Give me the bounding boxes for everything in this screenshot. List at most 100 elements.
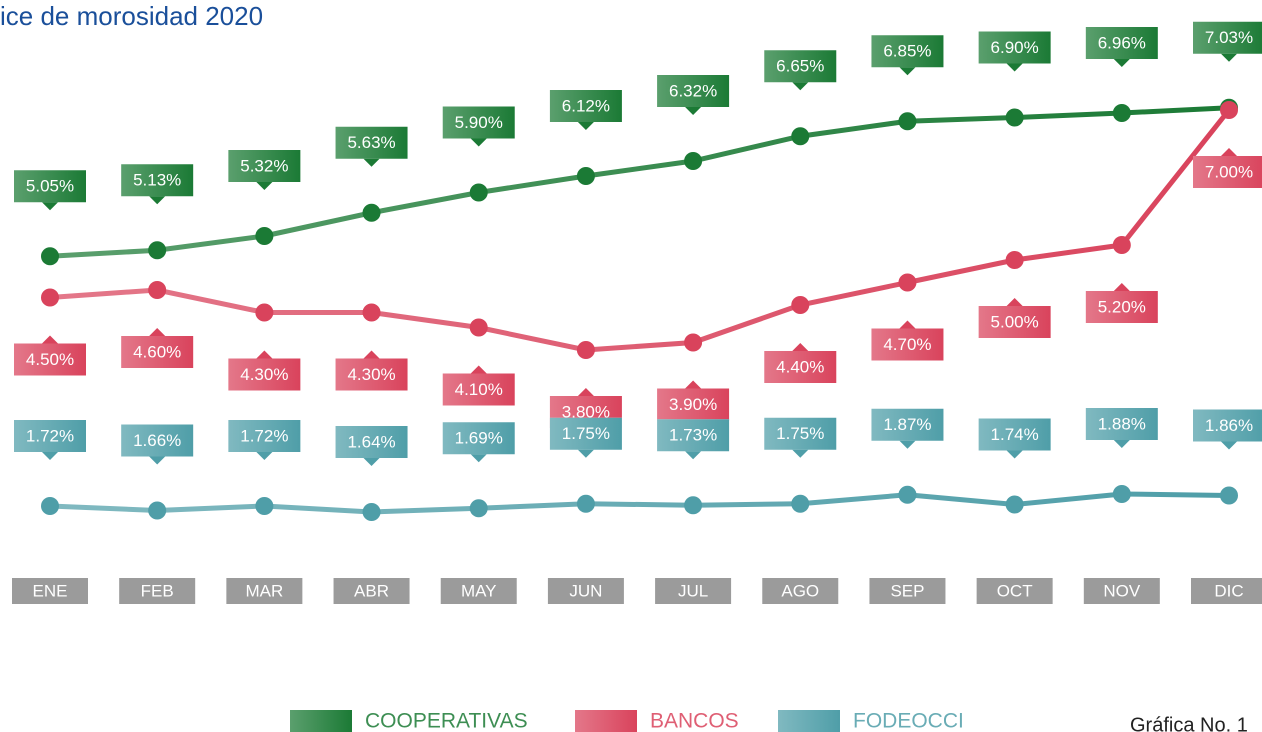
data-label: 5.13% (133, 171, 181, 190)
data-label: 6.65% (776, 57, 824, 76)
data-label-box: 6.12% (549, 90, 622, 130)
x-tick-box (869, 578, 946, 604)
x-tick-label: OCT (997, 581, 1033, 600)
data-label-box: 6.96% (1085, 27, 1158, 67)
data-label-box: 4.30% (335, 350, 408, 391)
data-label: 5.00% (991, 312, 1039, 331)
x-tick-label: MAR (245, 581, 283, 600)
x-tick-label: MAY (461, 581, 497, 600)
data-label: 5.32% (240, 156, 288, 175)
data-label-box: 1.73% (657, 419, 730, 460)
data-label-box: 1.72% (228, 420, 301, 460)
data-label: 1.74% (991, 425, 1039, 444)
legend-swatch (290, 710, 352, 732)
label-box (335, 426, 408, 458)
data-label-box: 4.70% (871, 320, 944, 361)
point (1112, 236, 1131, 254)
data-label-box: 5.90% (442, 106, 515, 147)
data-label: 1.72% (240, 426, 288, 445)
label-pointer (899, 320, 916, 329)
data-label-box: 5.32% (228, 150, 301, 190)
x-tick-label: AGO (781, 581, 819, 600)
data-label-box: 4.40% (764, 343, 837, 383)
data-label-box: 4.30% (228, 350, 301, 391)
label-box (1193, 156, 1262, 188)
point (791, 494, 810, 513)
label-box (121, 424, 194, 457)
data-label-box: 1.75% (764, 417, 837, 458)
point (1112, 104, 1131, 122)
data-label: 3.90% (669, 395, 717, 414)
data-label: 1.66% (133, 431, 181, 450)
data-label-box: 1.72% (14, 420, 86, 460)
label-pointer (1113, 440, 1130, 448)
label-pointer (1221, 148, 1237, 156)
label-pointer (577, 388, 594, 396)
data-label-box: 6.32% (657, 75, 730, 115)
data-label: 3.80% (562, 402, 610, 421)
data-label-box: 4.60% (121, 328, 194, 368)
x-tick-label: ENE (33, 581, 68, 600)
chart-title: ice de morosidad 2020 (0, 1, 263, 31)
label-box (657, 388, 730, 421)
label-pointer (470, 365, 487, 374)
point (1005, 108, 1024, 127)
point (684, 496, 703, 515)
point (41, 288, 59, 307)
point (469, 183, 488, 202)
label-box (657, 419, 730, 452)
point (469, 318, 488, 337)
point (41, 247, 59, 266)
label-pointer (685, 380, 702, 389)
x-tick-box (976, 578, 1053, 604)
data-label: 1.64% (347, 432, 395, 451)
data-label: 6.90% (991, 38, 1039, 57)
x-tick-box (1191, 578, 1262, 604)
label-box (978, 31, 1051, 64)
label-box (121, 164, 194, 197)
series-line (49, 491, 1230, 515)
label-pointer (577, 122, 594, 130)
data-label: 1.87% (883, 415, 931, 434)
data-label: 1.75% (562, 424, 610, 443)
label-pointer (363, 350, 380, 359)
x-tick-box (655, 578, 732, 604)
point (898, 112, 917, 131)
point (41, 497, 59, 515)
data-label-box: 1.74% (978, 418, 1051, 459)
data-label: 1.75% (776, 424, 824, 443)
point (148, 241, 167, 260)
label-box (1193, 409, 1262, 442)
data-label: 1.72% (26, 426, 74, 445)
data-label: 4.70% (883, 335, 931, 354)
point (255, 303, 274, 322)
data-label-box: 4.50% (14, 335, 86, 376)
x-tick-box (12, 578, 88, 604)
legend-swatch (778, 710, 840, 732)
data-label-box: 5.63% (335, 126, 408, 167)
point (576, 494, 595, 513)
legend-label: COOPERATIVAS (365, 710, 528, 732)
data-label: 4.50% (26, 350, 74, 369)
data-label-box: 1.87% (871, 408, 944, 449)
label-pointer (1006, 63, 1023, 72)
x-tick-label: JUN (569, 581, 602, 600)
label-pointer (792, 343, 809, 351)
data-label-box: 1.88% (1085, 408, 1158, 448)
label-box (978, 418, 1051, 451)
label-box (228, 150, 301, 182)
data-label-box: 3.90% (657, 380, 730, 421)
label-box (442, 422, 515, 455)
label-box (121, 336, 194, 368)
point (1005, 251, 1024, 269)
label-pointer (792, 449, 809, 458)
x-tick-box (333, 578, 410, 604)
point (898, 485, 917, 504)
label-box (1085, 27, 1158, 59)
data-label: 5.63% (347, 133, 395, 152)
label-pointer (42, 202, 58, 211)
label-pointer (577, 449, 594, 458)
x-tick-box (1083, 578, 1160, 604)
data-label: 4.10% (455, 380, 503, 399)
label-pointer (899, 67, 916, 76)
